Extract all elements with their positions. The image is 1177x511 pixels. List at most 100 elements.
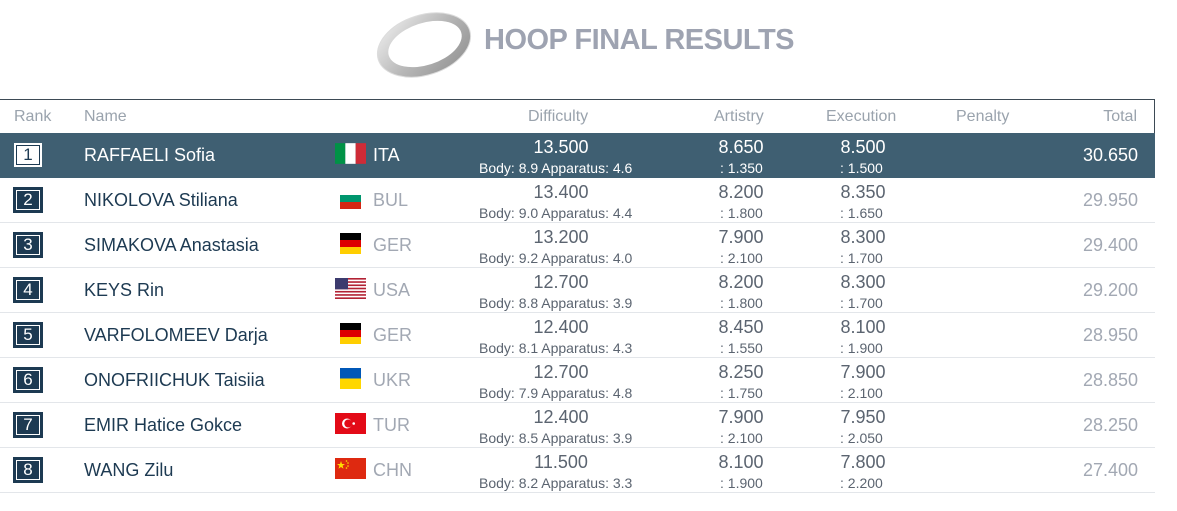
table-row[interactable]: 4 KEYS Rin USA 12.700 Body: 8.8 Apparatus: 3… [0,268,1155,313]
country-code: USA [373,280,411,300]
execution-detail: : 1.900 [840,340,883,356]
table-body: 1 RAFFAELI Sofia ITA 13.500 Body: 8.9 Appara… [0,133,1155,493]
execution-score: 8.300 [840,272,886,292]
total-score: 28.850 [1082,370,1138,390]
country-code: UKR [373,370,412,390]
country-code: GER [373,235,413,255]
athlete-name[interactable]: SIMAKOVA Anastasia [84,235,259,255]
athlete-name[interactable]: EMIR Hatice Gokce [84,415,243,435]
athlete-name[interactable]: ONOFRIICHUK Taisiia [84,370,265,390]
column-header-artistry[interactable]: Artistry [714,108,764,125]
total-score: 28.950 [1082,325,1138,345]
execution-score: 8.500 [840,137,886,157]
total-score: 29.950 [1082,190,1138,210]
execution-detail: : 1.500 [840,160,883,176]
page-header: HOOP FINAL RESULTS [0,0,1177,95]
difficulty-detail: Body: 9.2 Apparatus: 4.0 [479,250,633,266]
total-score: 28.250 [1082,415,1138,435]
artistry-detail: : 1.550 [720,340,763,356]
artistry-score: 8.200 [718,272,764,292]
rank-badge: 3 [13,232,43,258]
artistry-detail: : 1.750 [720,385,763,401]
table-row[interactable]: 2 NIKOLOVA Stiliana BUL 13.400 Body: 9.0 App… [0,178,1155,223]
results-table: Rank Name Difficulty Artistry Execution … [0,99,1155,493]
rank-badge: 4 [13,277,43,303]
artistry-detail: : 2.100 [720,250,763,266]
country-code: CHN [373,460,412,480]
table-row[interactable]: 7 EMIR Hatice Gokce TUR 12.400 Body: 8.5 App… [0,403,1155,448]
table-row[interactable]: 1 RAFFAELI Sofia ITA 13.500 Body: 8.9 Appara… [0,133,1155,178]
artistry-detail: : 1.350 [720,160,763,176]
total-score: 29.200 [1082,280,1138,300]
column-header-total[interactable]: Total [1103,108,1137,125]
italy-flag-icon [335,143,366,164]
total-score: 30.650 [1082,145,1138,165]
difficulty-detail: Body: 8.1 Apparatus: 4.3 [479,340,633,356]
execution-score: 8.300 [840,227,886,247]
country-code: ITA [373,145,400,165]
athlete-name[interactable]: RAFFAELI Sofia [84,145,216,165]
total-score: 27.400 [1082,460,1138,480]
difficulty-score: 11.500 [534,452,588,472]
athlete-name[interactable]: KEYS Rin [84,280,165,300]
germany-flag-icon [335,233,366,254]
country-code: TUR [373,415,410,435]
hoop-icon [376,12,472,78]
country-code: GER [373,325,413,345]
ukraine-flag-icon [335,368,366,389]
china-flag-icon [335,458,366,479]
execution-score: 7.950 [840,407,886,427]
column-header-execution[interactable]: Execution [826,108,897,125]
execution-detail: : 1.700 [840,250,883,266]
artistry-score: 8.450 [718,317,764,337]
difficulty-score: 13.500 [533,137,589,157]
turkey-flag-icon [335,413,366,434]
difficulty-detail: Body: 8.5 Apparatus: 3.9 [479,430,633,446]
execution-score: 7.900 [840,362,886,382]
artistry-detail: : 1.900 [720,475,763,491]
difficulty-score: 12.700 [533,362,589,382]
execution-score: 7.800 [840,452,886,472]
execution-detail: : 2.200 [840,475,883,491]
germany-flag-icon [335,323,366,344]
usa-flag-icon [335,278,366,299]
table-row[interactable]: 8 WANG Zilu CHN 11.500 Body: 8.2 Apparatus: … [0,448,1155,493]
bulgaria-flag-icon [335,188,366,209]
difficulty-detail: Body: 7.9 Apparatus: 4.8 [479,385,633,401]
artistry-detail: : 1.800 [720,205,763,221]
column-header-name[interactable]: Name [84,108,127,125]
execution-score: 8.350 [840,182,886,202]
table-row[interactable]: 3 SIMAKOVA Anastasia GER 13.200 Body: 9.2 Ap… [0,223,1155,268]
difficulty-detail: Body: 9.0 Apparatus: 4.4 [479,205,633,221]
execution-detail: : 1.650 [840,205,883,221]
difficulty-detail: Body: 8.9 Apparatus: 4.6 [479,160,633,176]
execution-score: 8.100 [840,317,886,337]
rank-badge: 2 [13,187,43,213]
artistry-score: 8.250 [718,362,764,382]
difficulty-detail: Body: 8.8 Apparatus: 3.9 [479,295,633,311]
rank-badge: 1 [14,143,42,167]
rank-badge: 7 [13,412,43,438]
total-score: 29.400 [1082,235,1138,255]
athlete-name[interactable]: NIKOLOVA Stiliana [84,190,238,210]
athlete-name[interactable]: VARFOLOMEEV Darja [84,325,268,345]
artistry-detail: : 2.100 [720,430,763,446]
rank-badge: 6 [13,367,43,393]
execution-detail: : 1.700 [840,295,883,311]
artistry-score: 8.100 [718,452,764,472]
page-title: HOOP FINAL RESULTS [484,24,795,56]
table-row[interactable]: 5 VARFOLOMEEV Darja GER 12.400 Body: 8.1 App… [0,313,1155,358]
difficulty-detail: Body: 8.2 Apparatus: 3.3 [479,475,633,491]
table-row[interactable]: 6 ONOFRIICHUK Taisiia UKR 12.700 Body: 7.9 A… [0,358,1155,403]
difficulty-score: 12.700 [533,272,589,292]
country-code: BUL [373,190,409,210]
rank-badge: 5 [13,322,43,348]
artistry-score: 7.900 [718,227,764,247]
athlete-name[interactable]: WANG Zilu [84,460,174,480]
column-header-rank[interactable]: Rank [14,108,52,125]
column-header-penalty[interactable]: Penalty [956,108,1010,125]
difficulty-score: 13.400 [533,182,589,202]
column-header-difficulty[interactable]: Difficulty [528,108,589,125]
artistry-detail: : 1.800 [720,295,763,311]
difficulty-score: 12.400 [533,317,589,337]
